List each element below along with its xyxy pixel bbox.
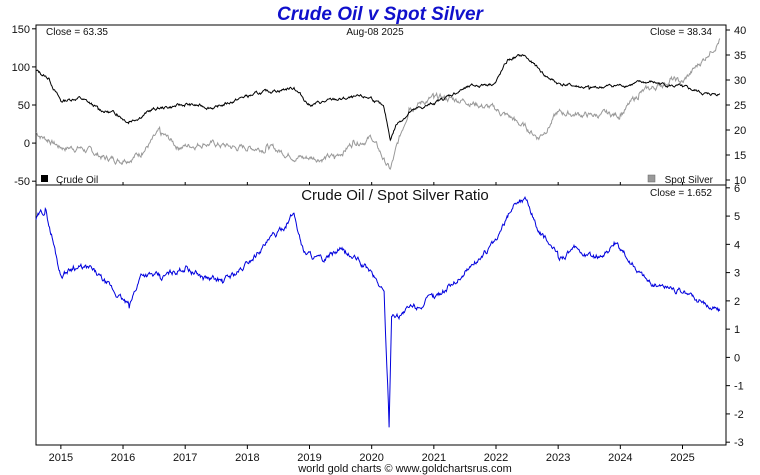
price-left-tick-label: 50 <box>18 100 30 112</box>
year-tick-label: 2023 <box>546 452 570 464</box>
crude-close-label: Close = 63.35 <box>46 27 108 38</box>
silver-legend-label: Spot Silver <box>665 175 714 186</box>
year-tick-label: 2016 <box>111 452 135 464</box>
ratio-tick-label: -1 <box>734 381 744 393</box>
ratio-tick-label: 2 <box>734 296 740 308</box>
price-right-tick-label: 25 <box>734 100 746 112</box>
year-tick-label: 2015 <box>49 452 73 464</box>
price-left-tick-label: 100 <box>12 62 30 74</box>
year-tick-label: 2020 <box>359 452 383 464</box>
crude-legend-swatch <box>41 175 48 182</box>
ratio-tick-label: -3 <box>734 437 744 449</box>
ratio-tick-label: 3 <box>734 268 740 280</box>
ratio-right-axis: 6 5 4 3 2 1 0 -1 -2 -3 <box>726 183 744 449</box>
ratio-tick-label: -2 <box>734 409 744 421</box>
year-tick-label: 2024 <box>608 452 632 464</box>
crude-legend-label: Crude Oil <box>56 175 98 186</box>
year-tick-label: 2017 <box>173 452 197 464</box>
ratio-series-group <box>35 195 721 428</box>
ratio-tick-label: 0 <box>734 352 740 364</box>
ratio-title: Crude Oil / Spot Silver Ratio <box>301 187 489 204</box>
ratio-tick-label: 6 <box>734 183 740 195</box>
price-right-tick-label: 10 <box>734 175 746 187</box>
silver-close-label: Close = 38.34 <box>650 27 712 38</box>
date-label: Aug-08 2025 <box>346 27 404 38</box>
price-left-tick-label: 0 <box>24 138 30 150</box>
price-right-tick-label: 30 <box>734 75 746 87</box>
year-tick-label: 2019 <box>297 452 321 464</box>
silver-legend-swatch <box>647 174 656 183</box>
price-right-tick-label: 20 <box>734 125 746 137</box>
ratio-tick-label: 4 <box>734 239 740 251</box>
year-tick-label: 2021 <box>422 452 446 464</box>
year-tick-label: 2018 <box>235 452 259 464</box>
ratio-close-label: Close = 1.652 <box>650 188 712 199</box>
footer-credit: world gold charts © www.goldchartsrus.co… <box>297 463 512 475</box>
price-left-tick-label: -50 <box>14 176 30 188</box>
price-right-axis: 40 35 30 25 20 15 10 <box>726 25 746 187</box>
price-right-tick-label: 35 <box>734 50 746 62</box>
price-left-tick-label: 150 <box>12 24 30 36</box>
price-right-tick-label: 40 <box>734 25 746 37</box>
silver-price-line <box>35 38 721 170</box>
price-series-group <box>35 38 721 170</box>
ratio-tick-label: 1 <box>734 324 740 336</box>
crude-price-line <box>35 54 721 142</box>
year-axis: 2015 2016 2017 2018 2019 2020 2021 2022 2023 2024… <box>49 182 695 464</box>
ratio-line <box>35 195 721 428</box>
ratio-panel-frame <box>35 184 727 446</box>
chart-title: Crude Oil v Spot Silver <box>277 4 484 25</box>
ratio-tick-label: 5 <box>734 211 740 223</box>
year-tick-label: 2022 <box>484 452 508 464</box>
year-tick-label: 2025 <box>670 452 694 464</box>
price-right-tick-label: 15 <box>734 150 746 162</box>
price-left-axis: 150 100 50 0 -50 <box>12 24 36 188</box>
